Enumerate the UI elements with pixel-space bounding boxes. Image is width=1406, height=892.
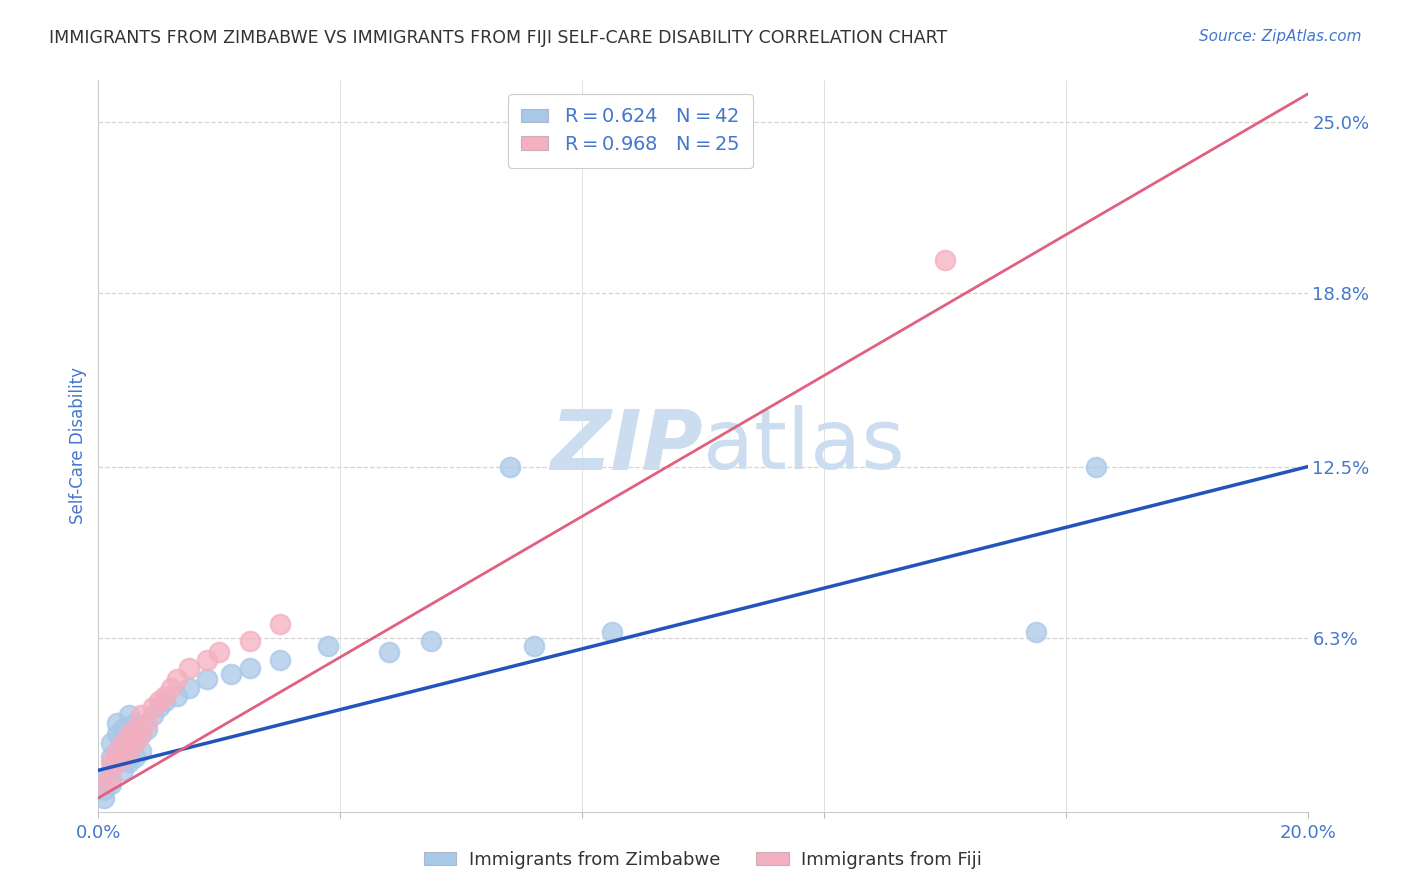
Point — [100, 764, 122, 778]
Point — [1024, 625, 1046, 640]
Point — [195, 653, 218, 667]
Point — [111, 722, 134, 736]
Point — [93, 772, 115, 786]
Point — [142, 708, 165, 723]
Point — [118, 708, 141, 723]
Point — [111, 749, 134, 764]
Point — [179, 661, 201, 675]
Point — [100, 736, 122, 750]
Point — [118, 727, 141, 741]
Point — [934, 252, 956, 267]
Point — [135, 716, 157, 731]
Point — [118, 755, 141, 769]
Point — [148, 694, 170, 708]
Point — [1085, 459, 1108, 474]
Point — [208, 645, 231, 659]
Point — [111, 749, 134, 764]
Legend: Immigrants from Zimbabwe, Immigrants from Fiji: Immigrants from Zimbabwe, Immigrants fro… — [416, 844, 990, 876]
Point — [153, 689, 176, 703]
Point — [420, 633, 443, 648]
Point — [105, 755, 128, 769]
Point — [100, 749, 122, 764]
Point — [239, 661, 262, 675]
Point — [100, 755, 122, 769]
Point — [118, 727, 141, 741]
Point — [153, 694, 176, 708]
Point — [93, 791, 115, 805]
Point — [166, 672, 188, 686]
Point — [135, 722, 157, 736]
Point — [124, 716, 146, 731]
Point — [105, 727, 128, 741]
Point — [142, 699, 165, 714]
Legend: $\mathregular{R = 0.624}$   $\mathregular{N = 42}$, $\mathregular{R = 0.968}$   : $\mathregular{R = 0.624}$ $\mathregular{… — [508, 94, 754, 168]
Text: ZIP: ZIP — [550, 406, 703, 486]
Point — [105, 716, 128, 731]
Point — [129, 744, 152, 758]
Point — [498, 459, 520, 474]
Point — [239, 633, 262, 648]
Text: Source: ZipAtlas.com: Source: ZipAtlas.com — [1198, 29, 1361, 44]
Point — [100, 777, 122, 791]
Point — [118, 744, 141, 758]
Point — [166, 689, 188, 703]
Y-axis label: Self-Care Disability: Self-Care Disability — [69, 368, 87, 524]
Point — [111, 764, 134, 778]
Point — [221, 666, 243, 681]
Point — [195, 672, 218, 686]
Point — [377, 645, 399, 659]
Point — [93, 777, 115, 791]
Point — [105, 744, 128, 758]
Point — [160, 681, 183, 695]
Point — [105, 755, 128, 769]
Point — [316, 639, 339, 653]
Point — [105, 744, 128, 758]
Point — [602, 625, 624, 640]
Point — [124, 736, 146, 750]
Point — [111, 736, 134, 750]
Point — [100, 772, 122, 786]
Point — [129, 727, 152, 741]
Point — [129, 708, 152, 723]
Point — [148, 699, 170, 714]
Point — [179, 681, 201, 695]
Point — [129, 727, 152, 741]
Text: atlas: atlas — [703, 406, 904, 486]
Point — [124, 749, 146, 764]
Point — [118, 744, 141, 758]
Text: IMMIGRANTS FROM ZIMBABWE VS IMMIGRANTS FROM FIJI SELF-CARE DISABILITY CORRELATIO: IMMIGRANTS FROM ZIMBABWE VS IMMIGRANTS F… — [49, 29, 948, 46]
Point — [124, 722, 146, 736]
Point — [124, 736, 146, 750]
Point — [111, 736, 134, 750]
Point — [269, 617, 291, 632]
Point — [93, 782, 115, 797]
Point — [269, 653, 291, 667]
Point — [523, 639, 546, 653]
